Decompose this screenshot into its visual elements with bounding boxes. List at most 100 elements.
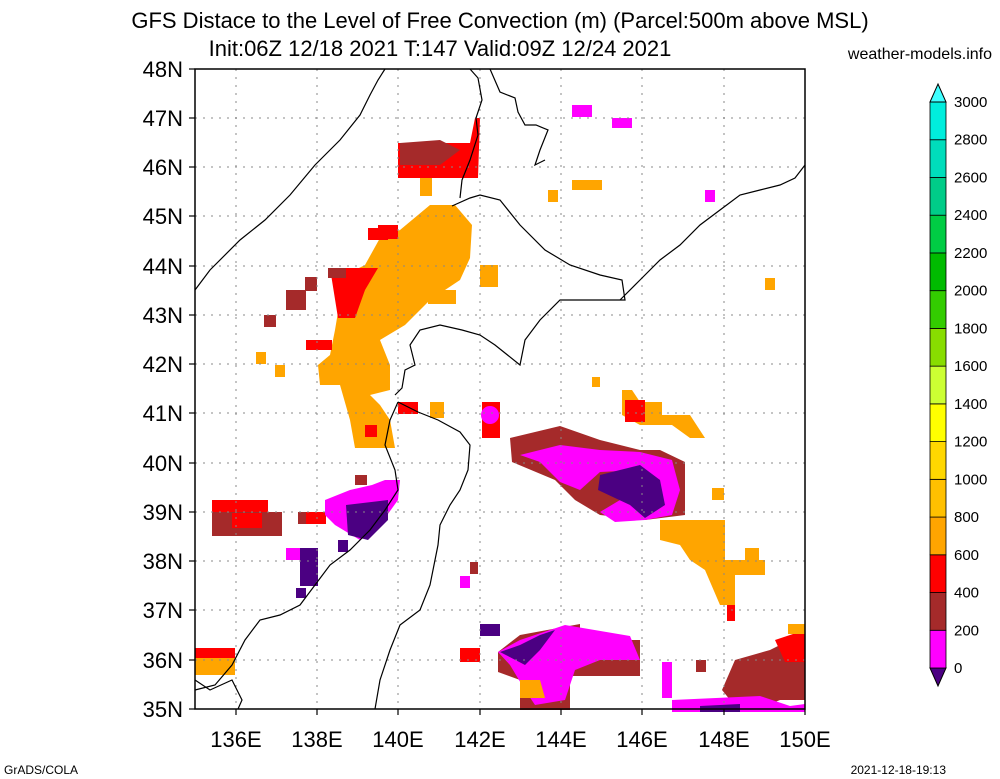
patch-brown (264, 315, 276, 327)
colorbar-label: 2200 (954, 245, 987, 262)
colorbar-segment (929, 365, 947, 405)
patch-red (330, 268, 378, 318)
colorbar-label: 2400 (954, 207, 987, 224)
patch-red (365, 425, 377, 437)
colorbar-segment (929, 177, 947, 216)
coastline-hokkaido (394, 194, 626, 396)
lat-labels: 48N 47N 46N 45N 44N 43N 42N 41N 40N 39N … (143, 57, 183, 722)
lat-label: 36N (143, 648, 183, 673)
lat-label: 48N (143, 57, 183, 82)
lat-label: 41N (143, 401, 183, 426)
lat-label: 37N (143, 598, 183, 623)
colorbar-label: 800 (954, 509, 979, 526)
colorbar-top-arrow (929, 82, 947, 103)
field-patches (195, 105, 805, 712)
colorbar-segment (929, 101, 947, 141)
patch-indigo (598, 465, 665, 518)
patch-orange (430, 402, 444, 418)
lon-label: 138E (291, 727, 342, 752)
patch-orange (660, 520, 765, 605)
colorbar-label: 1000 (954, 471, 987, 488)
lon-label: 142E (454, 727, 505, 752)
colorbar-label: 200 (954, 622, 979, 639)
lat-label: 44N (143, 254, 183, 279)
site-label: weather-models.info (847, 46, 992, 63)
title-line-1: GFS Distace to the Level of Free Convect… (131, 8, 869, 33)
lon-labels: 136E 138E 140E 142E 144E 146E 148E 150E (210, 727, 830, 752)
colorbar-label: 600 (954, 547, 979, 564)
patch-red (625, 400, 645, 422)
patch-magenta (572, 105, 592, 117)
colorbar-label: 1800 (954, 320, 987, 337)
patch-magenta (705, 190, 715, 202)
footer-credit: GrADS/COLA (4, 763, 79, 777)
colorbar-segment (929, 478, 947, 518)
coastline-asia (194, 68, 386, 291)
patch-orange (275, 365, 285, 377)
patch-red (232, 513, 262, 528)
patch-indigo (700, 704, 740, 712)
colorbar-label: 1600 (954, 358, 987, 375)
colorbar-label: 0 (954, 660, 962, 677)
title-line-2: Init:06Z 12/18 2021 T:147 Valid:09Z 12/2… (208, 36, 672, 61)
lat-label: 47N (143, 106, 183, 131)
lat-label: 35N (143, 697, 183, 722)
patch-brown (470, 562, 478, 574)
colorbar-bottom-arrow (929, 667, 947, 688)
patch-magenta (662, 662, 672, 698)
patch-magenta (286, 548, 304, 560)
patch-indigo (338, 540, 348, 552)
patch-magenta (612, 118, 632, 128)
patch-indigo (300, 548, 318, 586)
patch-orange (592, 377, 600, 387)
colorbar-segment (929, 516, 947, 556)
colorbar-label: 1400 (954, 396, 987, 413)
colorbar-label: 3000 (954, 94, 987, 111)
colorbar-segment (929, 290, 947, 329)
patch-red (460, 648, 480, 662)
lon-label: 136E (210, 727, 261, 752)
patch-red (306, 340, 332, 350)
colorbar-segment (929, 252, 947, 292)
patch-indigo (480, 624, 500, 636)
patch-orange (712, 488, 724, 500)
patch-red (368, 228, 388, 240)
lat-label: 40N (143, 451, 183, 476)
patch-brown (400, 140, 460, 165)
patch-red (775, 630, 805, 662)
lat-label: 43N (143, 303, 183, 328)
colorbar-segment (929, 592, 947, 631)
colorbar-label: 2800 (954, 132, 987, 149)
colorbar-label: 400 (954, 585, 979, 602)
patch-orange (788, 624, 805, 634)
lat-label: 46N (143, 155, 183, 180)
patch-orange (548, 190, 558, 202)
patch-orange (420, 178, 432, 196)
patch-indigo (296, 588, 306, 598)
patch-orange (520, 680, 545, 698)
lon-label: 150E (779, 727, 830, 752)
coastline-sakhalin (459, 68, 549, 199)
lon-ticks (235, 709, 806, 715)
patch-orange (256, 352, 266, 364)
colorbar-label: 1200 (954, 434, 987, 451)
lat-label: 45N (143, 204, 183, 229)
gridlines (195, 69, 805, 709)
lon-label: 148E (698, 727, 749, 752)
patch-orange (765, 278, 775, 290)
coastline-peninsula (194, 679, 243, 710)
lon-label: 140E (372, 727, 423, 752)
patch-magenta (460, 576, 470, 588)
colorbar-segment (929, 139, 947, 178)
footer-timestamp: 2021-12-18-19:13 (850, 763, 946, 777)
coastline-honshu-west (194, 401, 399, 691)
patch-red (306, 512, 326, 524)
patch-orange (480, 265, 498, 287)
colorbar-segment (929, 214, 947, 254)
lat-label: 39N (143, 500, 183, 525)
patch-indigo (500, 630, 555, 665)
colorbar: 0 200 400 600 800 1000 1200 1400 1600 1800 2000 220… (929, 82, 987, 688)
lon-label: 144E (535, 727, 586, 752)
lat-label: 38N (143, 549, 183, 574)
patch-orange (428, 290, 456, 304)
